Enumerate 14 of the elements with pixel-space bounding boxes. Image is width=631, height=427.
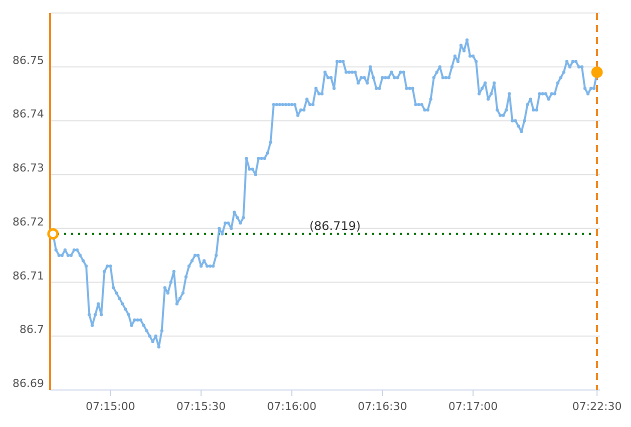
x-tick-label: 07:16:00 [267,400,316,413]
y-tick-label: 86.74 [12,108,44,121]
x-tick-label: 07:16:30 [358,400,408,413]
y-tick-label: 86.71 [12,269,44,282]
y-tick-label: 86.73 [12,162,44,175]
x-tick-label: 07:15:00 [86,400,136,413]
y-tick-label: 86.75 [12,54,44,67]
x-tick-label: 07:22:30 [572,400,622,413]
x-tick-label: 07:17:00 [448,400,498,413]
y-tick-label: 86.72 [12,215,44,228]
ref-line-label: (86.719) [309,218,361,233]
x-tick-label: 07:15:30 [176,400,226,413]
y-tick-label: 86.7 [20,323,44,336]
y-tick-label: 86.69 [12,377,44,390]
